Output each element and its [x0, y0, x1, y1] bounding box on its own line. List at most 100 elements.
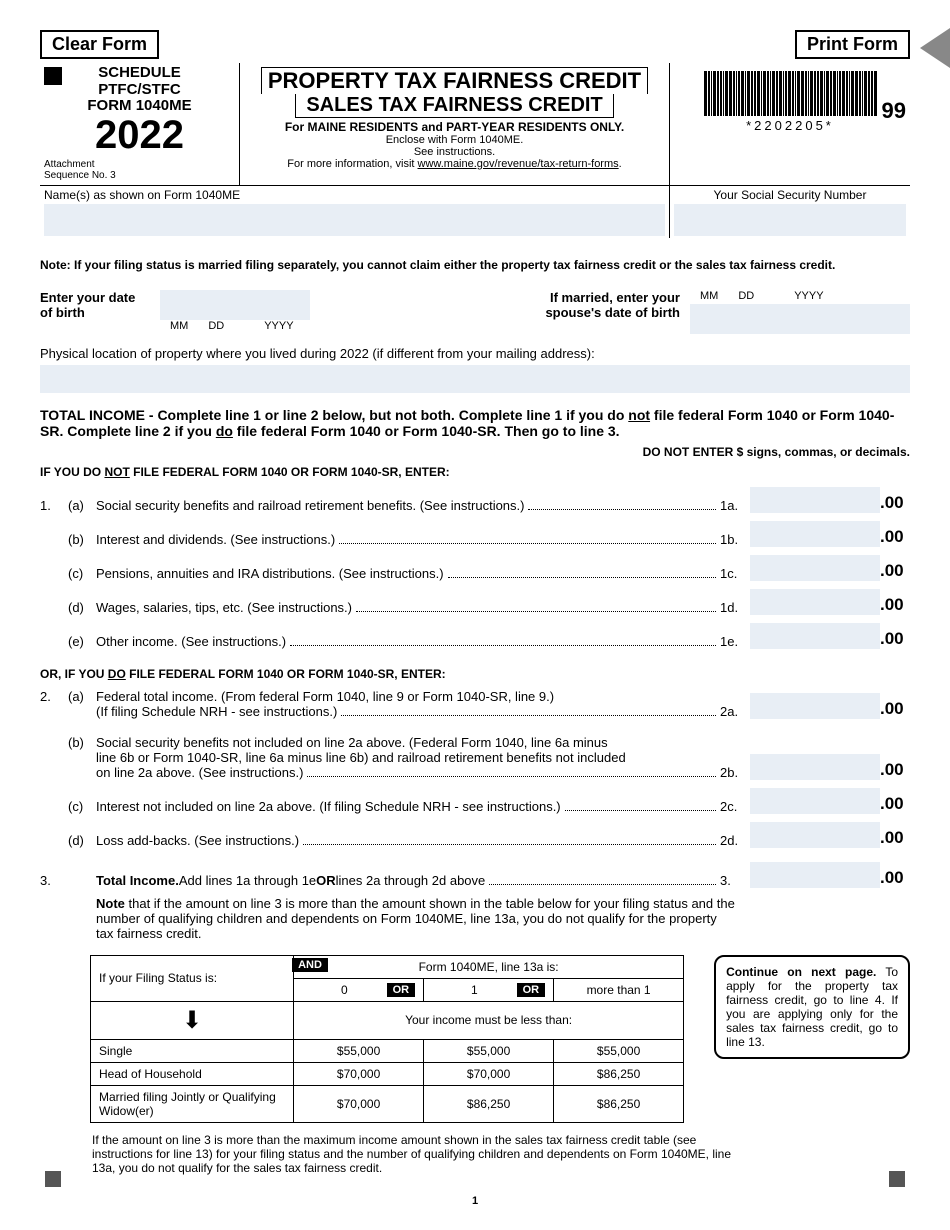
print-form-button[interactable]: Print Form	[795, 30, 910, 59]
spouse-yyyy: YYYY	[794, 290, 823, 302]
title-line2: SALES TAX FAIRNESS CREDIT	[295, 94, 613, 118]
line-1a-sub: (a)	[68, 498, 96, 513]
dob-mm: MM	[170, 320, 188, 332]
name-input[interactable]	[44, 204, 665, 236]
ssn-input[interactable]	[674, 204, 906, 236]
and-badge: AND	[292, 958, 328, 972]
info-link[interactable]: www.maine.gov/revenue/tax-return-forms	[418, 158, 619, 170]
mfj-1: $86,250	[424, 1085, 554, 1122]
continue-heading: Continue on next page.	[726, 965, 876, 979]
ti-e: file federal Form 1040 or Form 1040-SR. …	[233, 423, 620, 439]
dob-label: Enter your date of birth	[40, 290, 150, 320]
line-1d-input[interactable]	[750, 589, 880, 615]
clear-form-button[interactable]: Clear Form	[40, 30, 159, 59]
line-1c-ref: 1c.	[720, 566, 750, 581]
line-1e-input[interactable]	[750, 623, 880, 649]
line-3-input[interactable]	[750, 862, 880, 888]
spouse-mm: MM	[700, 290, 718, 302]
s1c: FILE FEDERAL FORM 1040 OR FORM 1040-SR, …	[130, 465, 450, 479]
barcode-icon	[674, 71, 906, 116]
line-2b-dec: .00	[880, 760, 910, 780]
subtitle-instructions: See instructions.	[246, 146, 663, 158]
line-2a-text2: (If filing Schedule NRH - see instructio…	[96, 704, 337, 719]
line-2d-text: Loss add-backs. (See instructions.)	[96, 833, 299, 848]
tbl-c0: 0	[341, 983, 348, 997]
row-single: Single	[91, 1039, 294, 1062]
line-1e-ref: 1e.	[720, 634, 750, 649]
line-2a-input[interactable]	[750, 693, 880, 719]
no-decimals-note: DO NOT ENTER $ signs, commas, or decimal…	[40, 445, 910, 459]
line-3-t2: Add lines 1a through 1e	[179, 873, 316, 888]
spouse-dob-input[interactable]	[690, 304, 910, 334]
tax-year: 2022	[44, 115, 235, 155]
line-2d-input[interactable]	[750, 822, 880, 848]
line-2a-dec: .00	[880, 699, 910, 719]
line-1e-text: Other income. (See instructions.)	[96, 634, 286, 649]
s2a: OR, IF YOU	[40, 667, 108, 681]
line-number-1: 1.	[40, 498, 68, 513]
line-1a-text: Social security benefits and railroad re…	[96, 498, 524, 513]
line-2b-text1: Social security benefits not included on…	[96, 735, 720, 750]
line-1a-ref: 1a.	[720, 498, 750, 513]
line-2c-input[interactable]	[750, 788, 880, 814]
table-row: Head of Household $70,000 $70,000 $86,25…	[91, 1062, 684, 1085]
line-2a-sub: (a)	[68, 689, 96, 704]
line-1c-sub: (c)	[68, 566, 96, 581]
tbl-sub: Your income must be less than:	[294, 1001, 684, 1039]
or-badge-2: OR	[517, 983, 546, 997]
subtitle-enclose: Enclose with Form 1040ME.	[246, 134, 663, 146]
line-1e-dec: .00	[880, 629, 910, 649]
line-2b-ref: 2b.	[720, 765, 750, 780]
physical-location-input[interactable]	[40, 365, 910, 393]
s2b: DO	[108, 667, 126, 681]
line-1b-input[interactable]	[750, 521, 880, 547]
header-title-box: PROPERTY TAX FAIRNESS CREDIT SALES TAX F…	[240, 63, 670, 185]
dob-input[interactable]	[160, 290, 310, 320]
tbl-cm: more than 1	[554, 978, 684, 1001]
attachment-label: Attachment	[44, 159, 95, 170]
spouse-dd: DD	[738, 290, 754, 302]
dob-yyyy: YYYY	[264, 320, 293, 332]
line-1d-dec: .00	[880, 595, 910, 615]
line-2d-dec: .00	[880, 828, 910, 848]
line-1d-sub: (d)	[68, 600, 96, 615]
line-2a-ref: 2a.	[720, 704, 750, 719]
mfj-0: $70,000	[294, 1085, 424, 1122]
line-2b-input[interactable]	[750, 754, 880, 780]
barcode-number: *2202205*	[674, 118, 906, 133]
table-row: Single $55,000 $55,000 $55,000	[91, 1039, 684, 1062]
page-number: 1	[40, 1195, 910, 1207]
ti-d: do	[216, 423, 233, 439]
line-2b-sub: (b)	[68, 735, 96, 750]
line-3-ref: 3.	[720, 873, 750, 888]
hoh-1: $70,000	[424, 1062, 554, 1085]
line-1d-text: Wages, salaries, tips, etc. (See instruc…	[96, 600, 352, 615]
corner-marker	[920, 28, 950, 68]
mfs-note: Note: If your filing status is married f…	[40, 258, 910, 272]
form-99: 99	[882, 98, 906, 124]
line-1b-sub: (b)	[68, 532, 96, 547]
line-3-t4: lines 2a through 2d above	[336, 873, 486, 888]
dob-dd: DD	[208, 320, 224, 332]
arrow-down-icon: ⬇	[91, 1001, 294, 1039]
income-limit-table: If your Filing Status is: AND Form 1040M…	[90, 955, 684, 1123]
line-3-bold: Total Income.	[96, 873, 179, 888]
single-2: $55,000	[554, 1039, 684, 1062]
header-barcode-box: *2202205* 99	[670, 63, 910, 185]
continue-box: Continue on next page. To apply for the …	[714, 955, 910, 1059]
section1-heading: IF YOU DO NOT FILE FEDERAL FORM 1040 OR …	[40, 465, 910, 479]
subtitle-residents: For MAINE RESIDENTS and PART-YEAR RESIDE…	[246, 120, 663, 134]
line-3-or: OR	[316, 873, 336, 888]
line-1b-dec: .00	[880, 527, 910, 547]
line-1a-input[interactable]	[750, 487, 880, 513]
line-2c-ref: 2c.	[720, 799, 750, 814]
line-2a-text1: Federal total income. (From federal Form…	[96, 689, 720, 704]
title-line1: PROPERTY TAX FAIRNESS CREDIT	[261, 67, 648, 94]
line-2c-dec: .00	[880, 794, 910, 814]
line-2d-sub: (d)	[68, 833, 96, 848]
subtitle-info-pre: For more information, visit	[287, 158, 417, 170]
line-1c-input[interactable]	[750, 555, 880, 581]
line-2c-text: Interest not included on line 2a above. …	[96, 799, 561, 814]
name-label: Name(s) as shown on Form 1040ME	[44, 188, 240, 202]
physical-location-label: Physical location of property where you …	[40, 346, 910, 361]
